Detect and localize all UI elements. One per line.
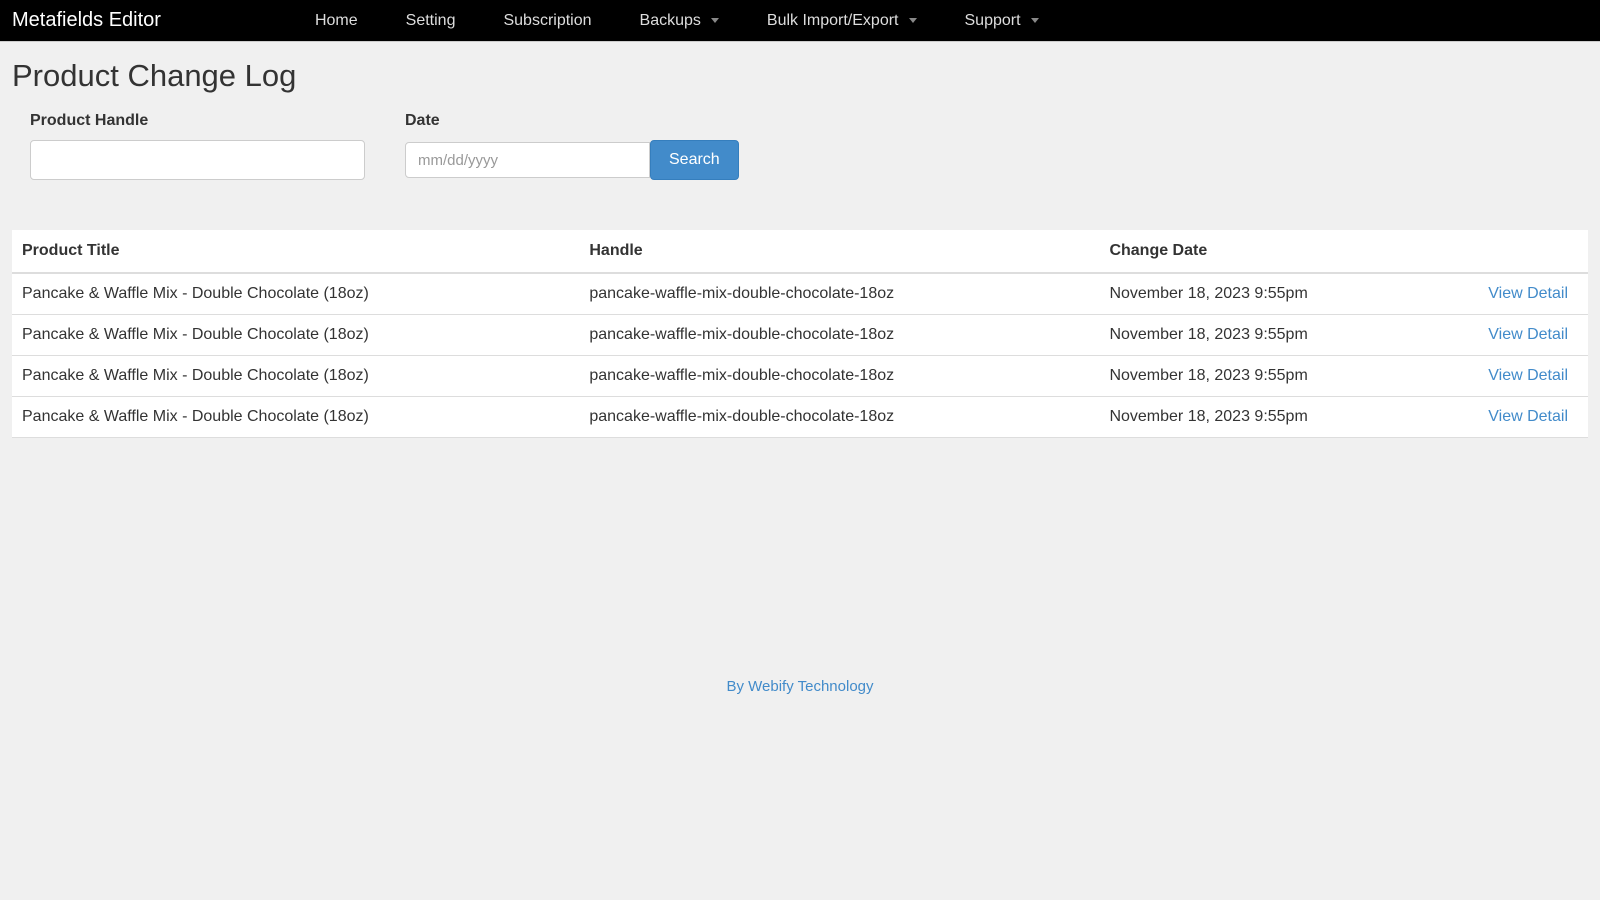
cell-title: Pancake & Waffle Mix - Double Chocolate … (12, 397, 579, 438)
product-handle-group: Product Handle (30, 112, 365, 180)
chevron-down-icon (711, 18, 719, 23)
table-body: Pancake & Waffle Mix - Double Chocolate … (12, 273, 1588, 438)
table-container: Product Title Handle Change Date Pancake… (12, 230, 1588, 438)
cell-title: Pancake & Waffle Mix - Double Chocolate … (12, 273, 579, 315)
cell-handle: pancake-waffle-mix-double-chocolate-18oz (579, 315, 1099, 356)
table-header-row: Product Title Handle Change Date (12, 230, 1588, 273)
date-group: Date Search (405, 112, 739, 180)
nav-setting[interactable]: Setting (382, 0, 480, 42)
column-header-date: Change Date (1099, 230, 1430, 273)
date-input[interactable] (405, 142, 650, 178)
nav-bulk-import-export[interactable]: Bulk Import/Export (743, 0, 941, 42)
navbar-brand: Metafields Editor (12, 9, 161, 32)
cell-date: November 18, 2023 9:55pm (1099, 315, 1430, 356)
footer: By Webify Technology (0, 618, 1600, 716)
nav-backups[interactable]: Backups (616, 0, 743, 42)
chevron-down-icon (909, 18, 917, 23)
cell-date: November 18, 2023 9:55pm (1099, 273, 1430, 315)
date-label: Date (405, 112, 739, 130)
column-header-handle: Handle (579, 230, 1099, 273)
table-row: Pancake & Waffle Mix - Double Chocolate … (12, 273, 1588, 315)
nav-subscription[interactable]: Subscription (479, 0, 615, 42)
change-log-table: Product Title Handle Change Date Pancake… (12, 230, 1588, 438)
table-row: Pancake & Waffle Mix - Double Chocolate … (12, 356, 1588, 397)
view-detail-link[interactable]: View Detail (1488, 326, 1568, 343)
nav-home[interactable]: Home (291, 0, 382, 42)
navbar: Metafields Editor Home Setting Subscript… (0, 0, 1600, 42)
cell-handle: pancake-waffle-mix-double-chocolate-18oz (579, 356, 1099, 397)
table-row: Pancake & Waffle Mix - Double Chocolate … (12, 397, 1588, 438)
column-header-title: Product Title (12, 230, 579, 273)
chevron-down-icon (1031, 18, 1039, 23)
product-handle-label: Product Handle (30, 112, 365, 130)
table-row: Pancake & Waffle Mix - Double Chocolate … (12, 315, 1588, 356)
cell-title: Pancake & Waffle Mix - Double Chocolate … (12, 356, 579, 397)
product-handle-input[interactable] (30, 140, 365, 180)
cell-date: November 18, 2023 9:55pm (1099, 397, 1430, 438)
column-header-action (1430, 230, 1588, 273)
search-form: Product Handle Date Search (0, 112, 1600, 220)
page-title: Product Change Log (0, 42, 1600, 112)
cell-date: November 18, 2023 9:55pm (1099, 356, 1430, 397)
view-detail-link[interactable]: View Detail (1488, 285, 1568, 302)
cell-handle: pancake-waffle-mix-double-chocolate-18oz (579, 397, 1099, 438)
navbar-nav: Home Setting Subscription Backups Bulk I… (291, 0, 1063, 42)
cell-handle: pancake-waffle-mix-double-chocolate-18oz (579, 273, 1099, 315)
view-detail-link[interactable]: View Detail (1488, 408, 1568, 425)
cell-title: Pancake & Waffle Mix - Double Chocolate … (12, 315, 579, 356)
search-button[interactable]: Search (650, 140, 739, 180)
footer-link[interactable]: By Webify Technology (726, 678, 873, 695)
nav-support[interactable]: Support (941, 0, 1063, 42)
view-detail-link[interactable]: View Detail (1488, 367, 1568, 384)
